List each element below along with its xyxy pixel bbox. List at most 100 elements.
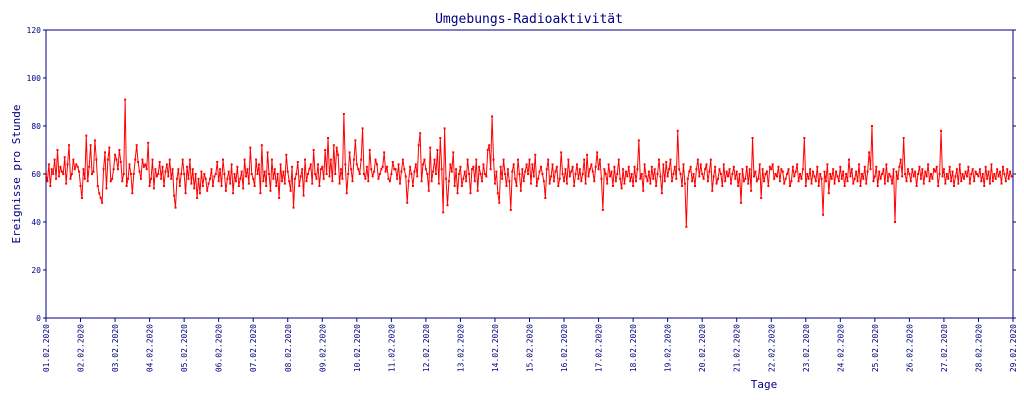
data-point (711, 189, 714, 192)
data-point (751, 137, 754, 139)
data-point (388, 180, 391, 183)
data-point (594, 165, 597, 168)
data-point (948, 165, 951, 168)
x-tick-label: 10.02.2020 (353, 324, 362, 372)
data-point (954, 175, 957, 178)
data-point (295, 173, 298, 175)
data-point (709, 158, 712, 161)
data-point (744, 177, 747, 180)
data-point (220, 185, 223, 187)
data-point (658, 158, 661, 161)
data-point (125, 185, 128, 187)
data-point (304, 158, 307, 161)
data-point (718, 168, 721, 171)
data-point (752, 175, 755, 178)
data-point (846, 180, 849, 183)
data-point (325, 173, 328, 175)
data-point (961, 173, 964, 175)
data-point (198, 192, 201, 195)
data-point (509, 209, 512, 211)
data-point (886, 180, 889, 183)
data-point (574, 173, 577, 175)
data-point (847, 158, 850, 161)
data-point (72, 158, 75, 161)
data-point (941, 175, 944, 178)
data-point (286, 170, 289, 173)
data-point (521, 168, 524, 171)
data-point (981, 173, 984, 175)
data-point (434, 173, 437, 175)
data-point (334, 173, 337, 175)
data-point (335, 146, 338, 149)
data-point (610, 170, 613, 173)
data-point (705, 163, 708, 166)
data-point (455, 168, 458, 171)
data-point (342, 113, 345, 115)
data-point (491, 115, 494, 118)
data-point (793, 175, 796, 178)
data-point (837, 180, 840, 183)
x-tick-label: 01.02.2020 (42, 324, 51, 372)
data-point (158, 161, 161, 163)
data-point (542, 180, 545, 183)
data-point (924, 170, 927, 173)
data-point (754, 170, 757, 173)
data-point (439, 137, 442, 139)
data-point (999, 170, 1002, 173)
data-point (688, 170, 691, 173)
data-point (414, 163, 417, 166)
data-point (443, 127, 446, 130)
data-point (953, 185, 955, 187)
data-point (584, 182, 587, 185)
data-point (186, 165, 189, 168)
x-tick-label: 17.02.2020 (595, 324, 604, 372)
data-point (148, 185, 151, 187)
data-point (603, 168, 606, 171)
data-point (765, 170, 768, 173)
data-point (970, 173, 973, 175)
x-tick-label: 13.02.2020 (456, 324, 465, 372)
data-point (499, 165, 502, 168)
data-point (773, 177, 776, 180)
data-point (911, 168, 914, 171)
data-point (66, 163, 69, 166)
data-point (856, 180, 859, 183)
data-point (160, 177, 163, 180)
data-point (599, 158, 602, 161)
data-point (1001, 165, 1004, 168)
data-point (223, 173, 226, 175)
data-point (411, 185, 414, 187)
data-point (361, 127, 364, 130)
data-point (547, 158, 550, 161)
data-point (600, 177, 603, 180)
data-point (583, 158, 586, 161)
data-point (639, 177, 642, 180)
data-point (68, 144, 71, 147)
data-point (937, 185, 940, 187)
data-point (344, 163, 347, 166)
data-point (675, 177, 678, 180)
data-point (552, 180, 555, 183)
y-tick-label: 80 (31, 122, 41, 131)
data-point (735, 170, 738, 173)
data-point (593, 180, 596, 183)
data-point (210, 168, 213, 171)
data-point (174, 206, 177, 209)
data-point (627, 165, 630, 168)
data-point (209, 177, 212, 180)
y-axis: 0 20 40 60 80 100 120 (27, 26, 1016, 323)
data-point (845, 173, 848, 175)
x-tick-label: 06.02.2020 (215, 324, 224, 372)
data-point (224, 189, 227, 192)
data-point (653, 168, 656, 171)
data-point (984, 165, 987, 168)
data-point (873, 175, 876, 178)
data-point (833, 182, 836, 185)
data-point (332, 144, 335, 147)
data-point (942, 168, 945, 171)
data-point (655, 185, 658, 187)
y-tick-label: 20 (31, 266, 41, 275)
data-point (354, 139, 357, 142)
data-point (541, 173, 544, 175)
data-point (865, 182, 868, 185)
